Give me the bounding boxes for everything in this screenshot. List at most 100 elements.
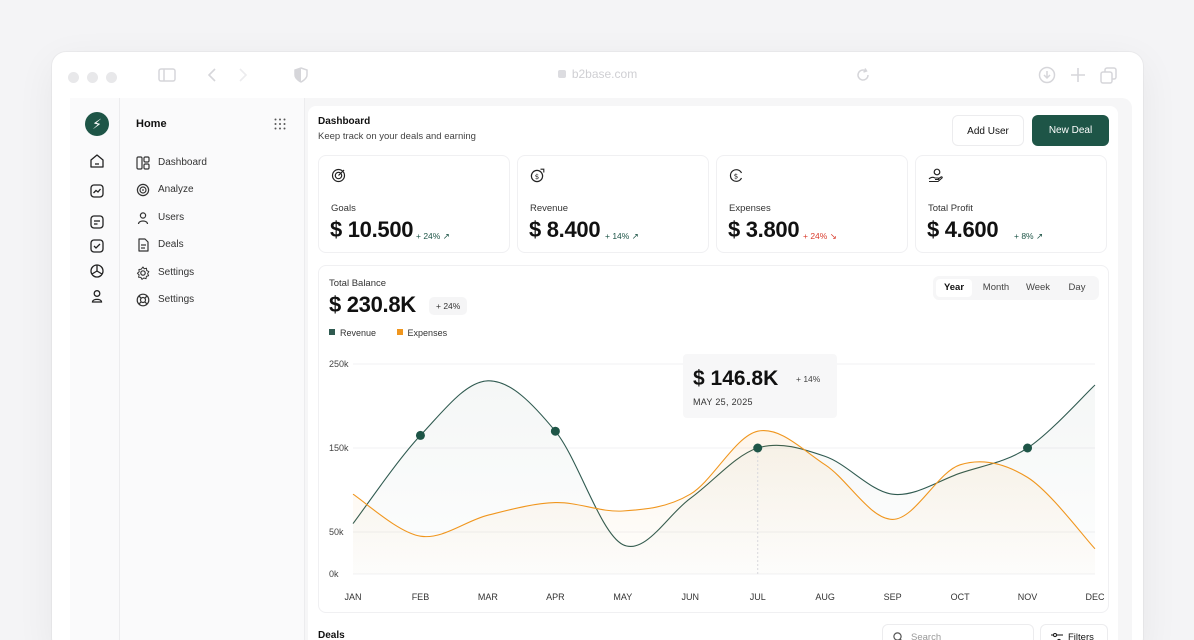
new-deal-button[interactable]: New Deal: [1032, 115, 1109, 146]
tabs-overview-icon[interactable]: [1100, 67, 1117, 84]
tab-day[interactable]: Day: [1068, 282, 1086, 293]
tab-month[interactable]: Month: [982, 282, 1010, 293]
tab-week[interactable]: Week: [1025, 282, 1051, 293]
file-icon: [138, 238, 149, 252]
data-point-marker: [1023, 443, 1033, 453]
lock-icon: [557, 70, 566, 78]
period-tabs: Year Month Week Day: [933, 276, 1099, 300]
x-tick-label: MAY: [613, 592, 632, 602]
page-subtitle: Keep track on your deals and earning: [318, 131, 476, 142]
user-icon[interactable]: [89, 288, 105, 304]
filters-label: Filters: [1068, 632, 1094, 640]
page-title: Dashboard: [318, 116, 371, 127]
card-label: Goals: [331, 203, 356, 214]
sidebar-toggle-icon[interactable]: [158, 68, 176, 82]
total-balance-panel: Total Balance $ 230.8K + 24% Revenue Exp…: [318, 265, 1109, 613]
browser-chrome: b2base.com: [52, 52, 1143, 98]
search-input[interactable]: Search: [882, 624, 1034, 640]
balance-line-chart: 250k 150k 50k 0k JAN FEB MAR APR MAY JUN JUL AUG SEP…: [329, 354, 1105, 602]
message-icon[interactable]: [89, 214, 105, 230]
nav-item-analyze[interactable]: Analyze: [136, 181, 286, 199]
legend-item-expenses: Expenses: [396, 328, 448, 338]
legend-item-revenue: Revenue: [329, 328, 376, 338]
balance-label: Total Balance: [329, 278, 387, 289]
pie-chart-icon[interactable]: [89, 263, 105, 279]
card-change: + 24% ↗: [416, 231, 450, 241]
x-tick-label: SEP: [884, 592, 902, 602]
data-point-marker: [753, 443, 763, 453]
filters-button[interactable]: Filters: [1040, 624, 1108, 640]
window-maximize-button[interactable]: [106, 72, 117, 83]
home-icon[interactable]: [89, 153, 105, 169]
x-tick-label: OCT: [951, 592, 971, 602]
url-text: b2base.com: [571, 67, 638, 81]
tab-year[interactable]: Year: [936, 279, 972, 297]
stat-card-total-profit[interactable]: Total Profit $ 4.600 + 8% ↗: [915, 155, 1107, 253]
add-user-button[interactable]: Add User: [952, 115, 1024, 146]
window-minimize-button[interactable]: [87, 72, 98, 83]
window-close-button[interactable]: [68, 72, 79, 83]
stat-card-revenue[interactable]: $ Revenue $ 8.400 + 14% ↗: [517, 155, 709, 253]
card-label: Expenses: [729, 203, 771, 214]
browser-window: b2base.com ⚡ Home Dashboard: [52, 52, 1143, 640]
x-tick-label: JUN: [682, 592, 700, 602]
target-icon: [331, 168, 346, 183]
target-icon: [136, 183, 150, 197]
new-tab-icon[interactable]: [1070, 67, 1086, 83]
card-value: $ 10.500: [330, 217, 414, 242]
address-bar[interactable]: b2base.com: [52, 67, 1143, 81]
data-point-marker: [415, 430, 425, 440]
nav-item-settings[interactable]: Settings: [136, 264, 286, 282]
legend-swatch: [396, 329, 403, 335]
main-content: Dashboard Keep track on your deals and e…: [308, 106, 1118, 640]
nav-item-users[interactable]: Users: [136, 209, 286, 227]
nav-item-label: Settings: [158, 294, 195, 305]
y-tick-label: 250k: [329, 359, 349, 369]
card-change: + 14% ↗: [605, 231, 639, 241]
stat-card-goals[interactable]: Goals $ 10.500 + 24% ↗: [318, 155, 510, 253]
reload-icon[interactable]: [856, 68, 870, 82]
legend-label: Expenses: [407, 328, 448, 338]
nav-item-label: Deals: [158, 239, 184, 250]
x-tick-label: NOV: [1018, 592, 1038, 602]
card-change: + 8% ↗: [1014, 231, 1044, 241]
x-tick-label: AUG: [815, 592, 835, 602]
y-tick-label: 0k: [329, 569, 339, 579]
nav-title: Home: [136, 118, 167, 130]
shield-icon[interactable]: [294, 67, 308, 83]
filter-sliders-icon: [1051, 633, 1063, 640]
logo-bolt-icon[interactable]: ⚡: [85, 112, 109, 136]
stat-card-expenses[interactable]: $ Expenses $ 3.800 + 24% ↘: [716, 155, 908, 253]
nav-item-label: Analyze: [158, 184, 194, 195]
deals-section-title: Deals: [318, 630, 345, 640]
chart-icon[interactable]: [89, 183, 105, 199]
nav-item-dashboard[interactable]: Dashboard: [136, 154, 286, 172]
layout-icon: [136, 156, 150, 170]
nav-item-help-settings[interactable]: Settings: [136, 291, 286, 309]
series-line-expenses: [352, 430, 1096, 550]
back-icon[interactable]: [207, 68, 217, 82]
search-icon: [893, 632, 902, 640]
search-placeholder: Search: [911, 632, 942, 640]
balance-value: $ 230.8K: [329, 292, 416, 317]
nav-item-deals[interactable]: Deals: [136, 236, 286, 254]
forward-icon[interactable]: [238, 68, 248, 82]
dollar-arrow-icon: $: [530, 168, 545, 183]
y-tick-label: 50k: [329, 527, 344, 537]
x-tick-label: APR: [546, 592, 565, 602]
grid-menu-icon[interactable]: [274, 118, 286, 130]
card-label: Revenue: [530, 203, 569, 214]
card-change: + 24% ↘: [803, 231, 837, 241]
y-tick-label: 150k: [329, 443, 349, 453]
dollar-flow-icon: $: [729, 169, 743, 182]
nav-item-label: Dashboard: [158, 157, 207, 168]
checkbox-icon[interactable]: [89, 238, 105, 254]
tooltip-value: $ 146.8K: [693, 367, 778, 390]
stat-cards: Goals $ 10.500 + 24% ↗ $ Revenue $ 8.400…: [318, 155, 1109, 255]
download-icon[interactable]: [1038, 66, 1056, 84]
x-tick-label: FEB: [412, 592, 430, 602]
card-label: Total Profit: [928, 203, 973, 214]
card-value: $ 4.600: [927, 217, 999, 242]
tooltip-date: MAY 25, 2025: [693, 397, 753, 407]
x-tick-label: JUL: [750, 592, 766, 602]
